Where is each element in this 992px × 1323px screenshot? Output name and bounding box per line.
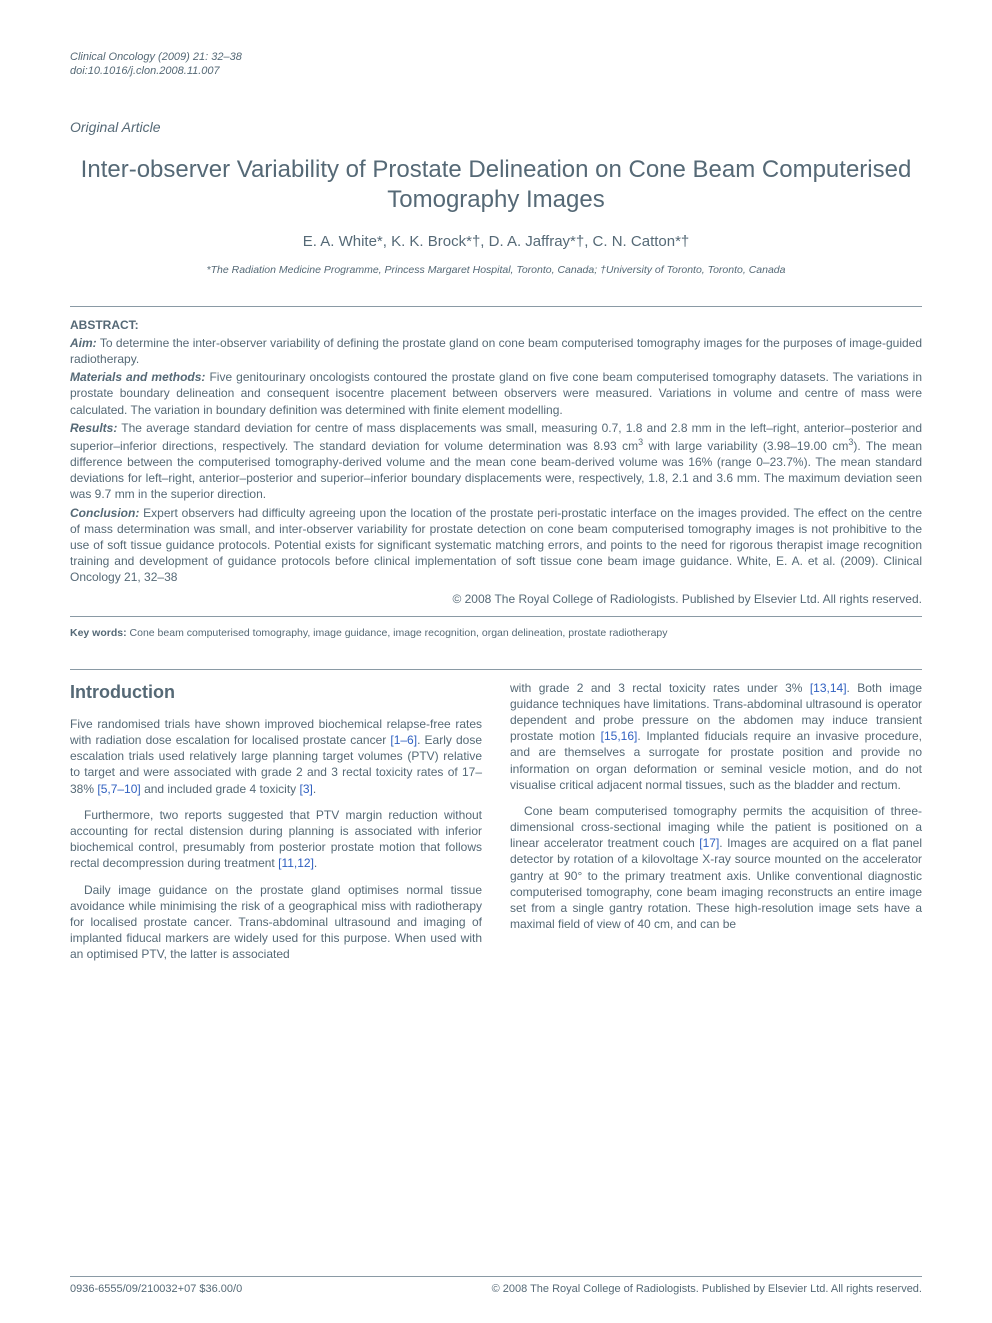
citation-link[interactable]: [15,16] bbox=[601, 729, 638, 743]
copyright-line: © 2008 The Royal College of Radiologists… bbox=[70, 592, 922, 606]
abstract-heading: ABSTRACT: bbox=[70, 317, 922, 333]
citation-link[interactable]: [11,12] bbox=[278, 856, 314, 870]
abstract-results: Results: The average standard deviation … bbox=[70, 420, 922, 503]
divider bbox=[70, 669, 922, 670]
abstract-conclusion: Conclusion: Expert observers had difficu… bbox=[70, 505, 922, 586]
divider bbox=[70, 616, 922, 617]
conclusion-label: Conclusion: bbox=[70, 506, 139, 520]
journal-citation: Clinical Oncology (2009) 21: 32–38 bbox=[70, 50, 922, 64]
aim-text: To determine the inter-observer variabil… bbox=[70, 336, 922, 366]
conclusion-text: Expert observers had difficulty agreeing… bbox=[70, 506, 922, 585]
abstract-aim: Aim: To determine the inter-observer var… bbox=[70, 335, 922, 367]
abstract-methods: Materials and methods: Five genitourinar… bbox=[70, 369, 922, 418]
divider bbox=[70, 306, 922, 307]
footer-right: © 2008 The Royal College of Radiologists… bbox=[492, 1283, 922, 1295]
methods-label: Materials and methods: bbox=[70, 370, 205, 384]
results-label: Results: bbox=[70, 421, 117, 435]
body-columns: Introduction Five randomised trials have… bbox=[70, 680, 922, 973]
footer-left: 0936-6555/09/210032+07 $36.00/0 bbox=[70, 1283, 242, 1295]
body-paragraph: Five randomised trials have shown improv… bbox=[70, 716, 482, 797]
body-paragraph: Furthermore, two reports suggested that … bbox=[70, 807, 482, 872]
affiliations: *The Radiation Medicine Programme, Princ… bbox=[70, 264, 922, 276]
column-left: Introduction Five randomised trials have… bbox=[70, 680, 482, 973]
citation-link[interactable]: [5,7–10] bbox=[97, 782, 140, 796]
journal-info: Clinical Oncology (2009) 21: 32–38 doi:1… bbox=[70, 50, 922, 79]
body-paragraph: Cone beam computerised tomography permit… bbox=[510, 803, 922, 933]
aim-label: Aim: bbox=[70, 336, 97, 350]
citation-link[interactable]: [17] bbox=[699, 836, 719, 850]
citation-link[interactable]: [13,14] bbox=[810, 681, 847, 695]
citation-link[interactable]: [3] bbox=[300, 782, 313, 796]
body-paragraph: Daily image guidance on the prostate gla… bbox=[70, 882, 482, 963]
column-right: with grade 2 and 3 rectal toxicity rates… bbox=[510, 680, 922, 973]
keywords-label: Key words: bbox=[70, 627, 127, 639]
introduction-heading: Introduction bbox=[70, 680, 482, 704]
results-text-b: with large variability (3.98–19.00 cm bbox=[643, 439, 848, 453]
article-type: Original Article bbox=[70, 119, 922, 135]
citation-link[interactable]: [1–6] bbox=[390, 733, 417, 747]
keywords-text: Cone beam computerised tomography, image… bbox=[127, 627, 668, 639]
journal-doi: doi:10.1016/j.clon.2008.11.007 bbox=[70, 64, 922, 78]
keywords: Key words: Cone beam computerised tomogr… bbox=[70, 627, 922, 639]
body-paragraph: with grade 2 and 3 rectal toxicity rates… bbox=[510, 680, 922, 793]
page-footer: 0936-6555/09/210032+07 $36.00/0 © 2008 T… bbox=[70, 1276, 922, 1295]
article-title: Inter-observer Variability of Prostate D… bbox=[70, 155, 922, 215]
abstract-block: ABSTRACT: Aim: To determine the inter-ob… bbox=[70, 317, 922, 586]
author-list: E. A. White*, K. K. Brock*†, D. A. Jaffr… bbox=[70, 233, 922, 250]
